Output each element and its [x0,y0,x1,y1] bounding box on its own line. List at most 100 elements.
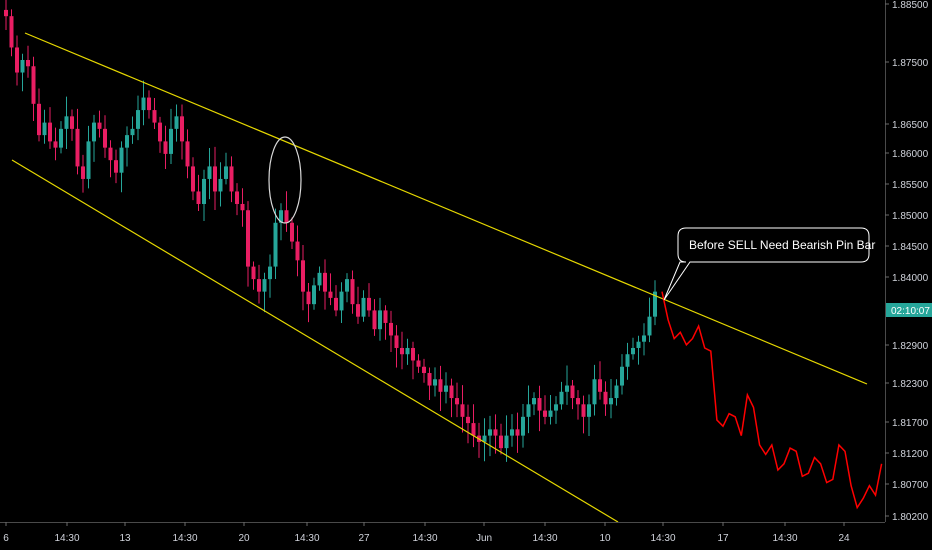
candle [273,208,278,279]
candle [356,286,360,324]
channel-lower-line[interactable] [11,159,619,523]
candle [521,403,525,448]
candle-body [598,379,602,392]
candle [196,174,201,212]
candle [207,147,212,200]
candle [471,404,476,448]
candle [290,217,294,249]
price-tick-label: 1.85500 [892,180,929,191]
candle-body [389,322,393,336]
time-tick-label: 14:30 [772,533,797,544]
candle [158,116,162,153]
candle [642,323,646,356]
candle [92,114,96,162]
candle-body [642,335,646,342]
candle [31,56,36,122]
candle [180,104,184,160]
candle [614,379,619,406]
channel-upper-line[interactable] [24,32,868,385]
candle-body [460,404,465,417]
price-tick-label: 1.84000 [892,273,929,284]
candle [625,342,630,380]
candle-body [290,222,294,242]
candle [119,141,124,193]
candle-body [273,222,278,267]
highlight-ellipse[interactable] [268,136,302,224]
candle-body [334,297,338,311]
candle [229,156,234,203]
candle [4,0,8,30]
candle [466,404,470,444]
price-tick-label: 1.87500 [892,58,929,69]
overlays-layer: Before SELL Need Bearish Pin Bar [11,32,883,523]
candle-body [339,291,344,311]
candle [185,129,190,179]
candle [15,35,19,86]
candle-body [235,191,239,204]
candle [576,390,580,420]
current-price-tag[interactable]: 02:10:07 [886,303,932,317]
candle [433,367,437,397]
price-tick-label: 1.84500 [892,242,929,253]
candle [444,372,448,404]
candle [554,396,558,424]
candle [268,254,272,298]
candle [213,146,217,210]
candle [108,140,113,178]
candle [383,305,388,340]
candle [169,108,173,164]
candle [224,152,228,185]
candle-body [444,385,448,392]
candle-body [37,103,41,136]
candle [48,107,52,149]
time-tick-label: 14:30 [54,533,79,544]
candle [587,394,591,437]
candle [455,382,459,418]
candle [422,358,426,383]
candle [488,415,492,457]
candle [70,109,74,141]
candle-body [202,178,206,204]
candle-body [548,410,553,417]
candle [97,110,102,138]
time-tick-label: 14:30 [172,533,197,544]
candle [598,361,602,400]
candle [147,90,151,119]
price-tick-label: 1.82900 [892,341,929,352]
candle [246,201,250,287]
candle-body [306,291,311,305]
candle-body [48,122,52,142]
candle [504,415,509,462]
candle-body [284,210,289,223]
candle [202,169,206,221]
candle-body [268,266,272,280]
candle-body [570,385,575,399]
candle [334,285,338,317]
annotation-callout[interactable]: Before SELL Need Bearish Pin Bar [663,227,875,301]
projection-path[interactable] [661,291,883,510]
candle [620,354,624,395]
candle-body [169,128,173,154]
candle-body [433,379,437,386]
candle [257,264,261,304]
time-tick-label: Jun [476,533,492,544]
candle-body [350,279,355,305]
candle-body [449,385,454,399]
time-tick-label: 27 [358,533,370,544]
candle [103,115,107,158]
candle-body [559,391,564,405]
candle-body [411,347,415,361]
candle-body [196,191,201,204]
candle-body [438,379,443,392]
candle-body [394,335,399,348]
candle-body [356,304,360,317]
price-tick-label: 1.80700 [892,480,929,491]
candle [636,335,641,365]
current-price-box [886,303,932,317]
candle-body [323,272,327,292]
candle-body [26,60,30,67]
candle-body [576,398,580,405]
